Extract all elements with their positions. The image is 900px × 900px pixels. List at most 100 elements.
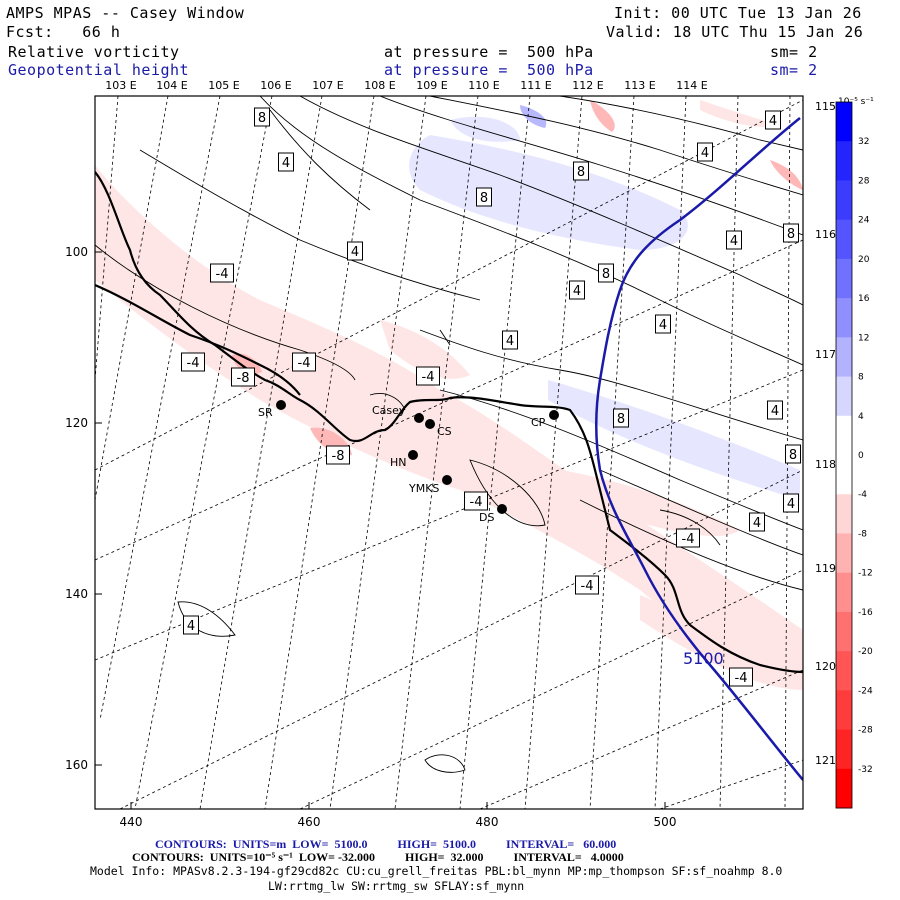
station-marker-casey[interactable]	[414, 413, 424, 423]
colorbar-segment	[836, 533, 852, 574]
colorbar-tick-label: -4	[858, 490, 867, 500]
contour-label-negative-box	[416, 366, 440, 386]
station-label-cs: CS	[437, 425, 452, 438]
y-tick-label: 160	[65, 758, 88, 772]
contour-label-positive-box	[783, 493, 799, 513]
colorbar-tick-label: 16	[858, 294, 870, 304]
colorbar-segment	[836, 572, 852, 613]
y-tick-label: 100	[65, 245, 88, 259]
lon-label: 105 E	[208, 79, 239, 92]
colorbar-tick-label: -28	[858, 726, 873, 736]
graticule	[95, 96, 803, 809]
valid-time: Valid: 18 UTC Thu 15 Jan 26	[606, 23, 864, 41]
contour-label-positive: 4	[282, 156, 290, 171]
lon-label: 110 E	[468, 79, 499, 92]
contour-label-positive: 4	[730, 234, 738, 249]
contour-label-positive-box	[347, 241, 363, 261]
contour-label-positive-box	[697, 142, 713, 162]
station-marker-ymks[interactable]	[442, 475, 452, 485]
colorbar-tick-label: 12	[858, 333, 869, 343]
station-marker-ds[interactable]	[497, 504, 507, 514]
map-frame	[94, 95, 804, 810]
field1-level: at pressure = 500 hPa	[384, 43, 594, 61]
lon-label: 108 E	[364, 79, 395, 92]
contour-label-negative-box	[729, 667, 753, 687]
colorbar-tick-label: 24	[858, 216, 870, 226]
colorbar-tick-label: 20	[858, 255, 870, 265]
lon-label: 106 E	[260, 79, 291, 92]
coastline	[95, 171, 803, 674]
lon-label: 104 E	[156, 79, 187, 92]
contour-label-positive-box	[476, 187, 492, 207]
contour-label-positive: 8	[602, 267, 610, 282]
contour-label-negative-box	[676, 528, 700, 548]
contour-label-positive: 4	[659, 318, 667, 333]
contour-label-negative: -4	[216, 267, 229, 282]
colorbar-segment	[836, 258, 852, 299]
contour-label-positive: 4	[506, 334, 514, 349]
contour-label-negative: -4	[422, 370, 435, 385]
colorbar-segment	[836, 611, 852, 652]
station-label-casey: Casey	[372, 404, 406, 417]
vorticity-shading	[95, 100, 803, 690]
station-marker-cs[interactable]	[425, 419, 435, 429]
contour-label-positive: 8	[789, 448, 797, 463]
x-tick-label: 460	[298, 815, 321, 829]
field1-smoothing: sm= 2	[770, 43, 818, 61]
colorbar-frame	[835, 101, 853, 809]
lon-label: 113 E	[624, 79, 655, 92]
map-title: AMPS MPAS -- Casey Window	[6, 4, 245, 22]
contour-label-negative-box	[231, 367, 255, 387]
x-tick-label: 440	[120, 815, 143, 829]
contour-label-negative: -4	[682, 532, 695, 547]
contour-label-positive-box	[767, 400, 783, 420]
contour-label-negative-box	[326, 445, 350, 465]
colorbar-segment	[836, 455, 852, 495]
contour-label-positive: 4	[769, 114, 777, 129]
x-axis-ticks	[95, 251, 666, 809]
contour-label-positive: 8	[617, 412, 625, 427]
contour-label-positive: 4	[701, 146, 709, 161]
lon-label: 109 E	[416, 79, 447, 92]
field2-smoothing: sm= 2	[770, 61, 818, 79]
field2-level: at pressure = 500 hPa	[384, 61, 594, 79]
contour-label-positive-box	[573, 161, 589, 181]
contour-label-positive-box	[765, 110, 781, 130]
station-label-sr: SR	[258, 406, 273, 419]
contour-label-positive-box	[783, 223, 799, 243]
contour-label-positive: 8	[480, 191, 488, 206]
contour-label-positive: 8	[787, 227, 795, 242]
station-marker-sr[interactable]	[276, 400, 286, 410]
height-contour-label: 5100	[683, 649, 724, 668]
colorbar-tick-label: -32	[858, 765, 873, 775]
contour-label-positive-box	[655, 314, 671, 334]
footer-model-info-2: LW:rrtmg_lw SW:rrtmg_sw SFLAY:sf_mynn	[268, 879, 525, 893]
contour-label-negative: -4	[581, 579, 594, 594]
contour-label-negative: -4	[187, 356, 200, 371]
station-label-ymks: YMKS	[408, 482, 439, 495]
contour-label-positive-box	[613, 408, 629, 428]
colorbar-tick-label: -24	[858, 686, 873, 696]
contour-label-negative-box	[464, 491, 488, 511]
lon-label: 107 E	[312, 79, 343, 92]
station-marker-cp[interactable]	[549, 410, 559, 420]
station-marker-hn[interactable]	[408, 450, 418, 460]
station-label-cp: CP	[531, 416, 546, 429]
x-tick-label: 480	[476, 815, 499, 829]
coastline-inner	[95, 283, 301, 396]
station-label-hn: HN	[390, 456, 407, 469]
contour-label-negative-box	[181, 352, 205, 372]
colorbar-segment	[836, 298, 852, 338]
lon-label: 111 E	[520, 79, 551, 92]
contour-label-positive: 4	[187, 619, 195, 634]
field1-name: Relative vorticity	[8, 43, 180, 61]
colorbar-segment	[836, 219, 852, 260]
colorbar-tick-label: 8	[858, 373, 864, 383]
contour-label-positive-box	[183, 615, 199, 635]
colorbar-segment	[836, 768, 852, 809]
contour-label-negative: -4	[298, 356, 311, 371]
contour-label-positive: 4	[787, 497, 795, 512]
colorbar-tick-label: 32	[858, 137, 869, 147]
colorbar-segment	[836, 141, 852, 181]
contour-label-negative: -8	[237, 371, 250, 386]
